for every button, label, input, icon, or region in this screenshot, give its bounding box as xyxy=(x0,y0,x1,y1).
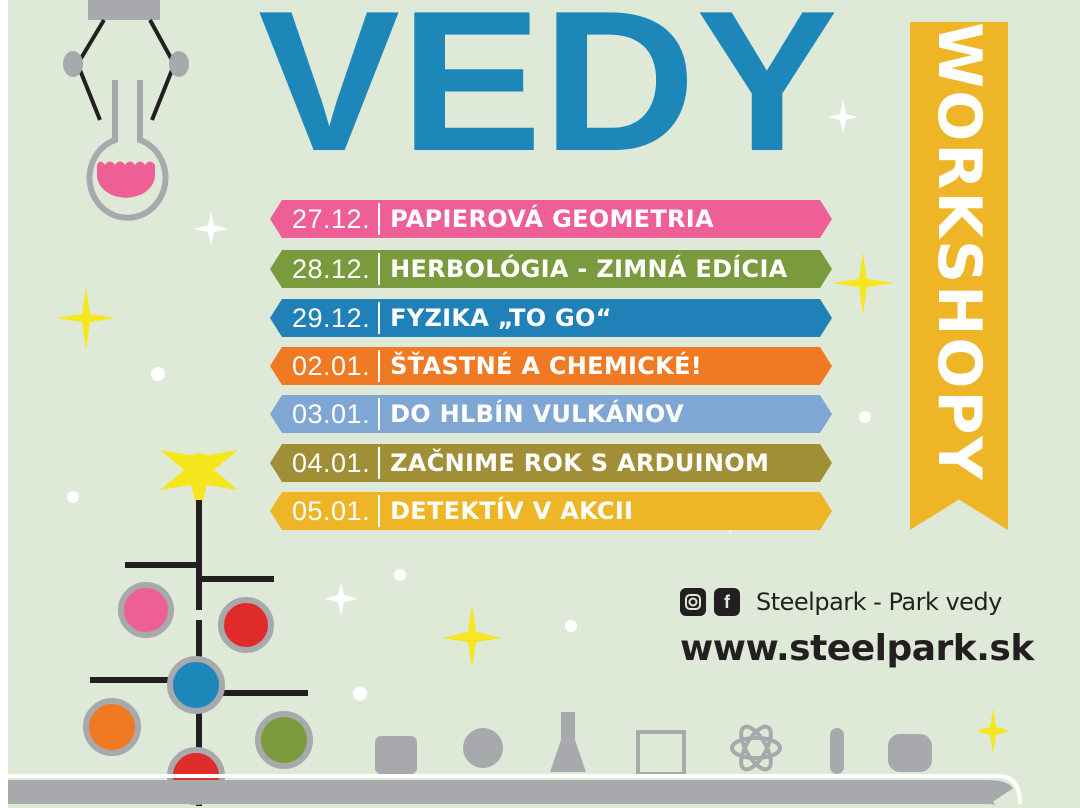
instagram-icon[interactable] xyxy=(680,588,706,616)
svg-text:VEDY: VEDY xyxy=(258,0,838,160)
workshop-item: 05.01. DETEKTÍV V AKCII xyxy=(270,492,832,530)
workshop-date: 02.01. xyxy=(292,350,371,381)
page-title: VEDY xyxy=(258,0,838,160)
workshop-title: HERBOLÓGIA - ZIMNÁ EDÍCIA xyxy=(390,255,788,283)
workshop-title: ZAČNIME ROK S ARDUINOM xyxy=(390,449,770,477)
flask-pink-icon xyxy=(86,80,169,221)
social-name: Steelpark - Park vedy xyxy=(756,588,1002,616)
workshop-item: 02.01. ŠŤASTNÉ A CHEMICKÉ! xyxy=(270,347,832,385)
workshop-title: DO HLBÍN VULKÁNOV xyxy=(390,400,684,428)
workshop-date: 04.01. xyxy=(292,447,371,478)
social-links: f Steelpark - Park vedy xyxy=(680,588,1002,616)
workshop-title: ŠŤASTNÉ A CHEMICKÉ! xyxy=(390,352,703,380)
workshop-title: DETEKTÍV V AKCII xyxy=(390,497,634,525)
robot-claw-icon xyxy=(63,0,189,121)
atom-icon xyxy=(730,724,782,772)
beaker-icon xyxy=(550,712,586,772)
workshopy-ribbon xyxy=(910,22,1008,530)
workshop-date: 05.01. xyxy=(292,495,371,526)
test-tube-icon xyxy=(830,728,844,774)
decoration-layer xyxy=(8,0,1022,806)
workshop-item: 27.12. PAPIEROVÁ GEOMETRIA xyxy=(270,200,832,238)
workshop-item: 03.01. DO HLBÍN VULKÁNOV xyxy=(270,395,832,433)
facebook-icon[interactable]: f xyxy=(714,588,740,616)
robot-icon xyxy=(375,736,417,774)
workshop-date: 03.01. xyxy=(292,398,371,429)
workshop-date: 27.12. xyxy=(292,203,371,234)
workshop-item: 04.01. ZAČNIME ROK S ARDUINOM xyxy=(270,444,832,482)
workshop-title: FYZIKA „TO GO“ xyxy=(390,304,612,332)
gear-icon xyxy=(463,728,503,768)
robot-head-icon xyxy=(888,734,932,772)
yellow-star-sparkle-icon xyxy=(56,252,1010,754)
lab-icons-row xyxy=(375,712,932,776)
conveyor-belt xyxy=(8,774,1022,806)
workshop-item: 28.12. HERBOLÓGIA - ZIMNÁ EDÍCIA xyxy=(270,250,832,288)
poster: VEDY WORKSHOPY 27.12. PAPIEROVÁ GEOMETRIA… xyxy=(8,0,1080,808)
workshop-item: 29.12. FYZIKA „TO GO“ xyxy=(270,299,832,337)
workshop-date: 28.12. xyxy=(292,253,371,284)
arduino-board-icon xyxy=(636,730,686,776)
website-link[interactable]: www.steelpark.sk xyxy=(680,628,1034,669)
workshop-date: 29.12. xyxy=(292,302,371,333)
workshop-title: PAPIEROVÁ GEOMETRIA xyxy=(390,205,714,233)
ribbon-label: WORKSHOPY xyxy=(924,22,994,482)
